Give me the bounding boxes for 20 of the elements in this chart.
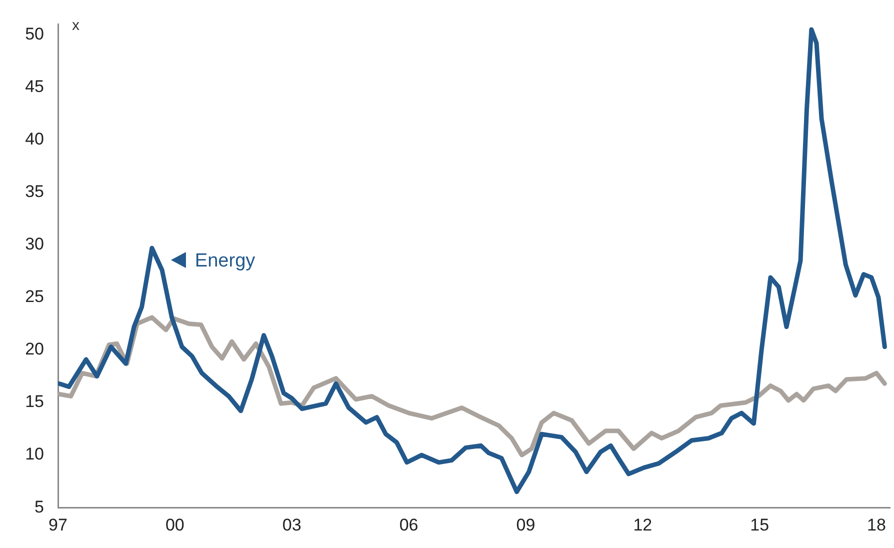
y-tick-label: 50: [25, 24, 44, 44]
x-tick-label: 97: [48, 515, 68, 534]
x-tick-label: 09: [516, 515, 536, 534]
x-tick-label: 03: [282, 515, 302, 534]
y-tick-label: 20: [25, 340, 44, 359]
x-tick-label: 18: [867, 515, 886, 534]
x-tick-label: 06: [399, 515, 418, 534]
legend-label: Energy: [194, 250, 256, 272]
x-tick-label: 15: [750, 515, 770, 534]
y-tick-label: 45: [25, 76, 44, 96]
y-tick-label: 35: [25, 182, 44, 202]
y-tick-label: 5: [34, 497, 44, 516]
y-axis-title: x: [72, 16, 80, 34]
y-tick-label: 40: [25, 129, 44, 148]
y-tick-label: 25: [25, 287, 44, 306]
y-tick-label: 10: [25, 444, 44, 464]
x-tick-label: 00: [165, 515, 184, 534]
y-tick-label: 15: [25, 392, 44, 412]
y-tick-label: 30: [25, 234, 44, 254]
x-tick-label: 12: [633, 515, 652, 534]
